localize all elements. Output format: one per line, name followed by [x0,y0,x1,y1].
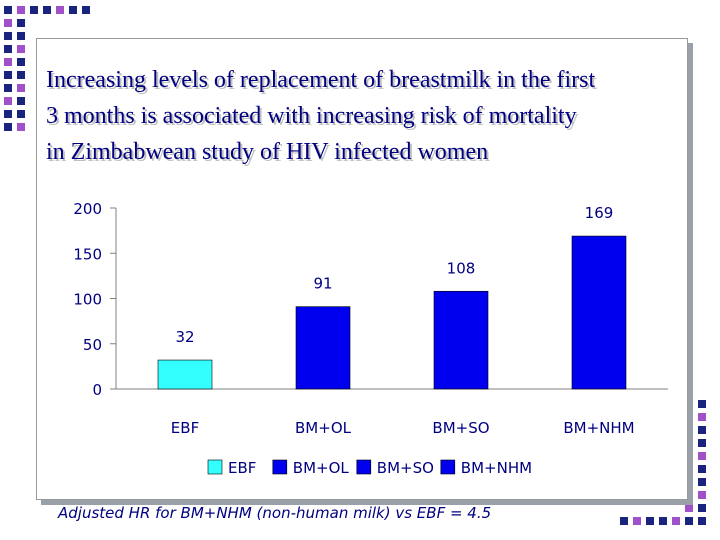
decor-square [685,400,693,408]
decor-square [646,517,654,525]
decor-square [17,45,25,53]
legend-label: BM+NHM [461,459,532,477]
legend-label: EBF [228,459,256,477]
legend-swatch [440,459,456,475]
decor-square [17,110,25,118]
title-line: 3 months is associated with increasing r… [46,103,577,129]
decor-square [698,517,706,525]
legend-swatch [207,459,223,475]
y-tick-label: 0 [92,381,102,399]
legend-label: BM+OL [293,459,350,477]
decor-square [4,71,12,79]
decor-square [56,6,64,14]
title-line: in Zimbabwean study of HIV infected wome… [46,139,489,165]
decor-square [43,6,51,14]
decor-square [698,426,706,434]
decor-square [685,465,693,473]
decor-square [685,413,693,421]
x-tick-label: BM+OL [295,419,352,437]
y-tick-label: 200 [73,200,102,218]
decor-square [4,32,12,40]
decor-square [685,426,693,434]
decor-square [672,517,680,525]
slide-title: Increasing levels of replacement of brea… [46,62,696,170]
decor-square [17,97,25,105]
decor-square [685,439,693,447]
decor-square [698,413,706,421]
decor-square [685,504,693,512]
x-tick-label: BM+SO [432,419,489,437]
bars-group: 32 91 108 169 [157,204,627,390]
decor-square [4,58,12,66]
decor-square [82,6,90,14]
decor-square [4,19,12,27]
y-tick-label: 50 [83,336,102,354]
decor-square [685,452,693,460]
decor-square [698,465,706,473]
decor-square [698,400,706,408]
bar [433,290,489,390]
decor-square [685,491,693,499]
decor-square [698,439,706,447]
decor-square [17,19,25,27]
decor-square [4,6,12,14]
decor-square [4,97,12,105]
bar-chart: 0 50 100 150 200 32 91 108 169 EBF BM+OL BM+SO BM+… [73,200,668,477]
decor-square [698,491,706,499]
x-tick-label: EBF [171,419,199,437]
x-tick-label: BM+NHM [563,419,634,437]
legend: EBF BM+OL BM+SO BM+NHM [207,459,532,477]
bar [571,235,627,390]
bar [157,359,213,390]
decor-square [659,517,667,525]
decor-square [17,123,25,131]
decor-square [698,504,706,512]
decor-square [17,32,25,40]
data-label: 169 [585,204,614,222]
title-line: Increasing levels of replacement of brea… [46,67,596,93]
x-axis-labels: EBF BM+OL BM+SO BM+NHM [171,419,635,437]
decor-square [698,478,706,486]
decor-square [620,517,628,525]
decor-square [17,71,25,79]
bar [295,306,351,390]
footnote: Adjusted HR for BM+NHM (non-human milk) … [58,504,492,522]
decor-square [17,6,25,14]
decor-square [4,84,12,92]
decor-square [4,110,12,118]
decor-square [17,84,25,92]
decor-square [17,58,25,66]
decor-square [4,123,12,131]
decor-square [685,517,693,525]
legend-label: BM+SO [377,459,434,477]
decor-square [698,452,706,460]
data-label: 91 [313,275,332,293]
decor-square [69,6,77,14]
data-label: 108 [447,259,476,277]
data-label: 32 [175,328,194,346]
decor-square [30,6,38,14]
decor-square [4,45,12,53]
decor-square [633,517,641,525]
y-tick-label: 100 [73,291,102,309]
decor-square [685,478,693,486]
y-tick-label: 150 [73,245,102,263]
legend-swatch [356,459,372,475]
legend-swatch [272,459,288,475]
